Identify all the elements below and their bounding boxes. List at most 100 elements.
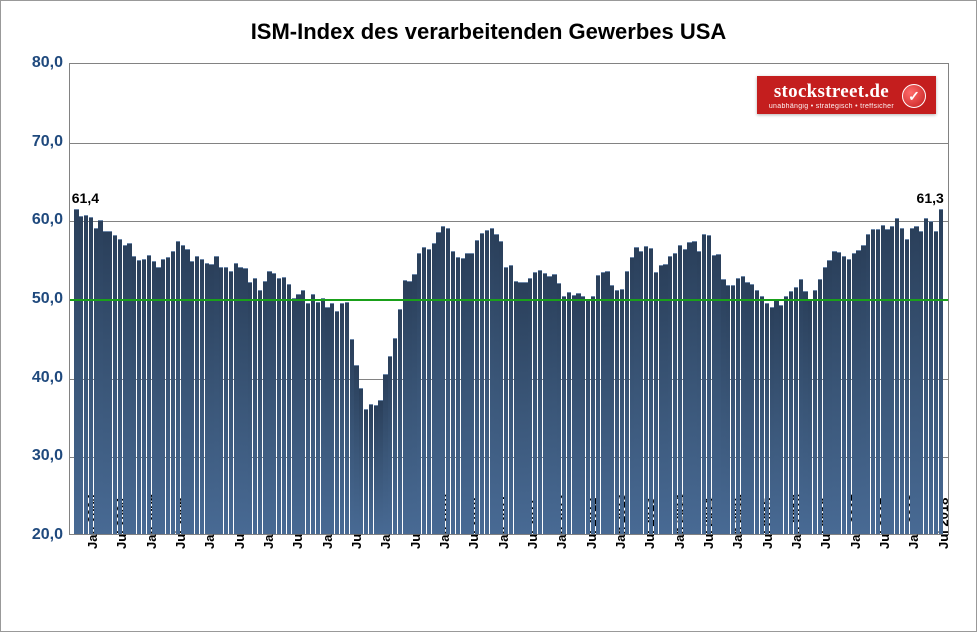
bar bbox=[470, 253, 474, 534]
bar bbox=[808, 300, 812, 534]
bar bbox=[668, 256, 672, 534]
bar bbox=[74, 209, 78, 534]
bar bbox=[881, 225, 885, 534]
bar bbox=[494, 234, 498, 534]
bar bbox=[683, 249, 687, 534]
bar bbox=[292, 298, 296, 534]
bar bbox=[813, 290, 817, 534]
bar bbox=[103, 231, 107, 534]
chart-container: ISM-Index des verarbeitenden Gewerbes US… bbox=[0, 0, 977, 632]
bar bbox=[224, 267, 228, 534]
bar bbox=[335, 311, 339, 534]
y-tick-label: 20,0 bbox=[19, 526, 63, 544]
bar bbox=[127, 243, 131, 534]
bar bbox=[446, 228, 450, 535]
bar bbox=[272, 273, 276, 534]
y-tick-label: 30,0 bbox=[19, 447, 63, 465]
bar bbox=[866, 234, 870, 534]
bar bbox=[794, 287, 798, 534]
bar bbox=[475, 240, 479, 534]
bar bbox=[432, 243, 436, 534]
bar bbox=[156, 267, 160, 534]
bar bbox=[436, 232, 440, 534]
bar bbox=[190, 261, 194, 534]
bar bbox=[876, 229, 880, 534]
bar bbox=[378, 400, 382, 534]
bar bbox=[914, 226, 918, 534]
bar bbox=[934, 231, 938, 534]
bar bbox=[755, 290, 759, 534]
bar bbox=[799, 279, 803, 534]
bar bbox=[736, 278, 740, 534]
y-tick-label: 80,0 bbox=[19, 54, 63, 72]
bar bbox=[924, 218, 928, 534]
bar bbox=[523, 282, 527, 534]
bar bbox=[306, 303, 310, 534]
logo-main-text: stockstreet.de bbox=[774, 82, 889, 101]
bar bbox=[485, 230, 489, 534]
x-axis: Jan 2004Jul 2004Jan 2005Jul 2005Jan 2006… bbox=[69, 535, 949, 625]
bar bbox=[605, 271, 609, 534]
bar bbox=[94, 228, 98, 535]
bar bbox=[557, 283, 561, 534]
bar bbox=[282, 277, 286, 534]
data-label: 61,3 bbox=[917, 190, 944, 206]
bar bbox=[518, 282, 522, 534]
bar bbox=[383, 374, 387, 534]
bar bbox=[403, 280, 407, 534]
bar bbox=[398, 309, 402, 534]
bar bbox=[745, 282, 749, 534]
bar bbox=[552, 274, 556, 534]
bar bbox=[514, 281, 518, 534]
bar bbox=[663, 264, 667, 534]
bar bbox=[842, 256, 846, 534]
bar bbox=[490, 228, 494, 535]
bar bbox=[89, 217, 93, 534]
bar bbox=[659, 265, 663, 534]
bar bbox=[856, 250, 860, 534]
bar bbox=[818, 279, 822, 534]
bar bbox=[417, 253, 421, 534]
bar bbox=[316, 302, 320, 534]
bar bbox=[760, 296, 764, 534]
bar bbox=[137, 260, 141, 534]
bar bbox=[871, 229, 875, 534]
bar bbox=[610, 285, 614, 534]
bar bbox=[267, 271, 271, 534]
bar bbox=[393, 338, 397, 534]
bar bbox=[823, 267, 827, 534]
bar bbox=[79, 216, 83, 534]
bar bbox=[562, 296, 566, 534]
bar bbox=[465, 253, 469, 534]
bar bbox=[774, 300, 778, 534]
bar bbox=[837, 252, 841, 534]
bar bbox=[625, 271, 629, 534]
bar bbox=[634, 247, 638, 534]
bar bbox=[123, 245, 127, 534]
y-tick-label: 60,0 bbox=[19, 211, 63, 229]
reference-line bbox=[70, 299, 948, 301]
bar bbox=[905, 239, 909, 534]
bar bbox=[543, 273, 547, 534]
y-tick-label: 40,0 bbox=[19, 369, 63, 387]
bar bbox=[350, 339, 354, 534]
bar bbox=[702, 234, 706, 534]
bar bbox=[422, 247, 426, 534]
bar bbox=[620, 289, 624, 534]
bar bbox=[707, 235, 711, 534]
bar bbox=[253, 278, 257, 534]
bar bbox=[919, 231, 923, 534]
bar bbox=[412, 274, 416, 534]
bar bbox=[451, 251, 455, 534]
bar bbox=[171, 251, 175, 534]
bar bbox=[330, 303, 334, 534]
bar bbox=[832, 251, 836, 534]
bar bbox=[576, 293, 580, 534]
bar bbox=[287, 284, 291, 534]
bar bbox=[581, 296, 585, 534]
bar bbox=[181, 245, 185, 534]
bar bbox=[687, 242, 691, 534]
bar bbox=[229, 271, 233, 534]
bar bbox=[147, 255, 151, 534]
bar bbox=[205, 263, 209, 534]
